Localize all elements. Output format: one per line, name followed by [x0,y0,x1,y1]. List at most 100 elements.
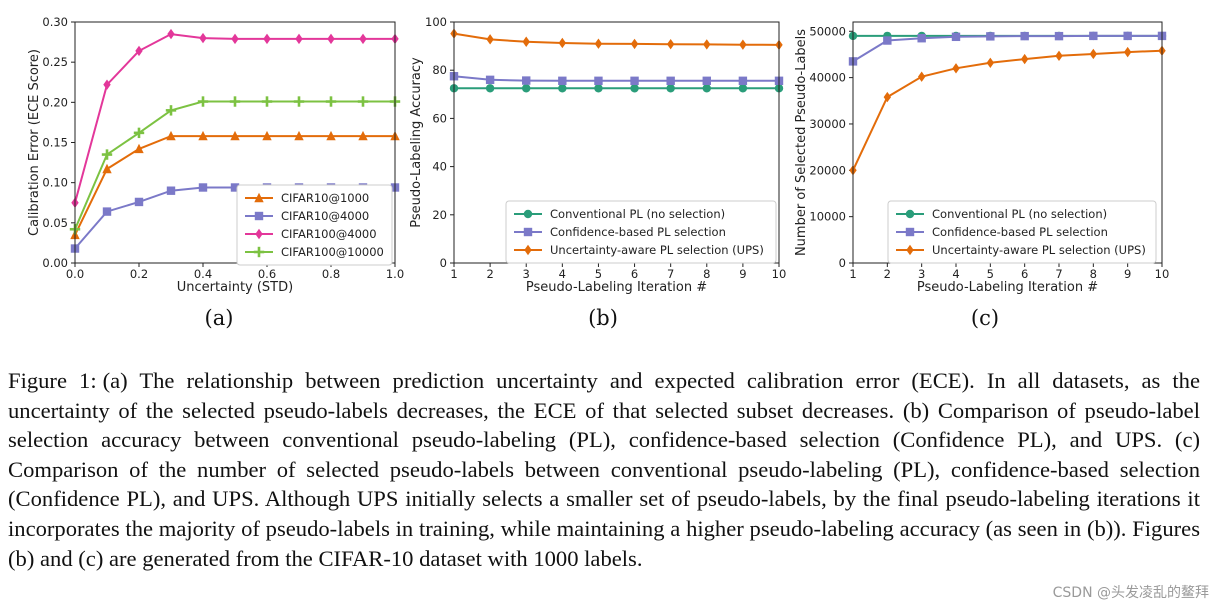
x-tick-label: 5 [987,267,994,281]
data-point [102,163,112,174]
data-point [951,32,961,42]
data-point [522,36,530,47]
x-tick-label: 10 [1155,267,1170,281]
data-point [359,33,367,45]
legend: Conventional PL (no selection) Confidence… [505,200,777,264]
series-2 [849,45,1166,176]
x-tick-label: 7 [667,267,674,281]
subcaption-b: (b) [588,306,618,330]
y-tick-label: 40 [432,160,447,174]
legend-marker [253,246,265,258]
legend-marker [523,227,533,237]
caption-text: (a) The relationship between prediction … [8,368,1200,571]
data-point [702,76,711,86]
data-point [630,38,639,50]
data-point [738,84,748,93]
data-point [522,76,531,85]
x-tick-label: 6 [631,267,638,281]
data-point [166,186,176,195]
legend-entry: Uncertainty-aware PL selection (UPS) [550,243,764,257]
data-point [917,71,926,82]
x-tick-label: 1.0 [386,267,404,281]
series-line [453,75,779,82]
x-tick-label: 7 [1055,267,1062,281]
data-point [262,130,272,141]
data-point [134,143,144,154]
y-tick-label: 50000 [809,24,846,38]
legend-entry: CIFAR10@1000 [281,191,369,205]
series-line [74,33,395,204]
data-point [702,84,711,93]
data-point [1055,50,1063,62]
x-tick-label: 0.6 [258,267,276,281]
y-tick-label: 20 [432,208,447,222]
data-point [594,76,603,86]
data-point [630,84,639,93]
legend-entry: CIFAR10@4000 [281,209,369,223]
data-point [261,96,273,107]
data-point [133,127,145,139]
data-point [167,28,175,40]
data-point [986,32,995,41]
data-point [358,130,368,141]
x-tick-label: 0.8 [322,267,340,281]
series-1 [848,31,1167,66]
y-tick-label: 40000 [809,71,846,85]
legend-marker [905,209,915,219]
data-point [135,45,143,57]
y-tick-label: 0 [440,256,447,270]
y-axis-label: Calibration Error (ECE Score) [27,49,42,236]
chart-accuracy: 1 2 3 4 5 6 7 8 9 10 0 20 40 60 80 100 Pseudo-Labeling I… [404,8,790,300]
y-tick-label: 30000 [809,117,846,131]
legend-marker [523,209,533,219]
x-tick-label: 2 [486,267,493,281]
data-point [1123,46,1132,58]
y-tick-label: 80 [432,63,447,77]
y-tick-label: 0.00 [42,256,68,270]
x-tick-label: 0.2 [130,267,148,281]
legend-entry: CIFAR100@4000 [281,227,377,241]
x-tick-label: 8 [1090,267,1097,281]
series-2 [71,28,399,208]
data-point [485,75,495,85]
data-point [986,57,995,68]
data-point [263,33,271,45]
data-point [883,36,892,45]
caption-label: Figure 1: [8,368,97,393]
legend-entry: Conventional PL (no selection) [932,207,1107,221]
y-tick-label: 0.25 [42,55,68,69]
legend-marker [255,228,263,240]
data-point [485,84,495,93]
y-tick-label: 0.05 [42,216,68,230]
data-point [102,207,112,216]
x-tick-label: 0.4 [194,267,212,281]
data-point [197,96,209,107]
data-point [738,76,748,86]
plot-area [74,21,396,264]
chart-svg: 0.0 0.2 0.4 0.6 0.8 1.0 0.00 0.05 0.10 0.15 0.20 0.… [27,15,404,295]
data-point [558,76,567,86]
data-point [594,38,603,49]
legend: CIFAR10@1000 CIFAR10@4000 CIFAR100@4000 CIF… [236,184,393,266]
legend-entry: Conventional PL (no selection) [550,207,725,221]
x-tick-label: 9 [1124,267,1131,281]
chart-ece: 0.0 0.2 0.4 0.6 0.8 1.0 0.00 0.05 0.10 0.15 0.20 0.… [0,8,404,300]
chart-svg: 1 2 3 4 5 6 7 8 9 10 0 10000 20000 30000 40000 50000 Pse… [794,21,1170,295]
series-1 [449,72,784,86]
x-tick-label: 0.0 [66,267,84,281]
series-3 [69,96,401,235]
data-point [199,32,207,44]
data-point [327,33,335,45]
data-point [229,96,241,107]
y-axis-label: Number of Selected Pseudo-Labels [794,29,809,256]
y-tick-label: 60 [432,111,447,125]
y-tick-label: 0.15 [42,136,68,150]
legend-entry: Uncertainty-aware PL selection (UPS) [932,243,1146,257]
data-point [230,183,240,192]
data-point [486,34,494,45]
series-line [453,32,780,46]
series-0 [449,84,784,93]
data-point [134,197,144,207]
y-tick-label: 100 [425,15,447,29]
